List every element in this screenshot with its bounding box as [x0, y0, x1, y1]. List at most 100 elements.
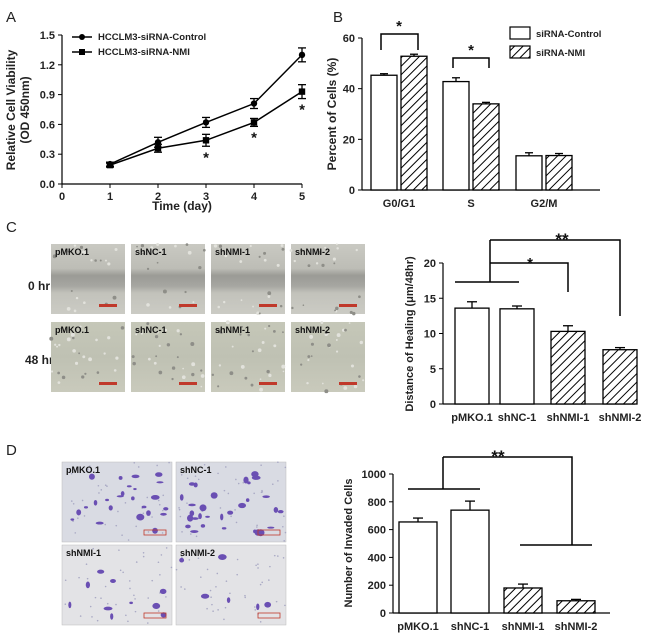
scale-bar — [257, 612, 281, 619]
chart-b-bar: 0 20 40 60 G0/G1 S G2/M Percent of Cells (%) s… — [325, 18, 601, 210]
cell-speck — [156, 331, 159, 334]
bar-open — [515, 155, 543, 191]
invaded-cell — [247, 481, 251, 485]
chart-b-bars — [370, 53, 573, 191]
chart-c-significance: ** * — [455, 230, 621, 316]
cell-speck — [362, 379, 365, 382]
invasion-image: shNC-1 — [175, 461, 287, 543]
cell-speck — [218, 244, 223, 248]
membrane-pore — [216, 572, 219, 575]
cell-speck — [52, 254, 57, 259]
chart-b-significance: * * — [380, 18, 490, 68]
invaded-cell — [221, 527, 227, 530]
membrane-pore — [284, 466, 287, 469]
cell-speck — [348, 322, 351, 324]
chart-a-axes — [61, 35, 302, 185]
chart-d-bar: 0 200 400 600 800 1000 pMKO.1 shNC-1 shNMI-1 shNM… — [343, 447, 610, 633]
panel-letter-d: D — [6, 442, 17, 459]
membrane-pore — [261, 489, 263, 492]
invaded-cell — [262, 495, 270, 498]
y-tick-label: 15 — [424, 293, 436, 305]
wound-image: shNMI-2 — [289, 243, 365, 316]
cell-speck — [148, 328, 152, 332]
cell-speck — [344, 328, 347, 332]
membrane-pore — [157, 610, 160, 612]
membrane-pore — [178, 508, 181, 511]
bar-hatched — [550, 330, 586, 405]
chart-d-significance: ** — [408, 447, 592, 546]
membrane-pore — [100, 597, 102, 599]
chart-d-ticks: 0 200 400 600 800 1000 pMKO.1 shNC-1 shNMI-1 shNM… — [362, 469, 598, 633]
invaded-cell — [116, 495, 124, 498]
chart-b-legend-control: siRNA-Control — [536, 29, 601, 40]
membrane-pore — [284, 531, 287, 534]
membrane-pore — [100, 489, 103, 491]
y-tick-label: 0 — [349, 185, 355, 197]
cell-speck — [252, 305, 254, 308]
membrane-pore — [151, 516, 153, 518]
scale-bar — [143, 612, 167, 619]
invaded-cell — [273, 506, 279, 513]
membrane-pore — [282, 525, 284, 528]
y-tick-label: 0.9 — [40, 90, 55, 102]
cell-speck — [171, 366, 176, 370]
cell-speck — [190, 342, 195, 347]
invasion-image-label: shNC-1 — [180, 465, 212, 475]
chart-c-bar: 0 5 10 15 20 pMKO.1 shNC-1 shNMI-1 shNMI-2 Dista… — [404, 230, 641, 424]
cell-speck — [56, 345, 59, 348]
membrane-pore — [119, 569, 122, 572]
membrane-pore — [254, 609, 257, 611]
invaded-cell — [264, 601, 272, 608]
y-tick-label: 20 — [424, 258, 436, 270]
cell-speck — [176, 329, 180, 333]
cell-speck — [192, 301, 195, 304]
invasion-image: shNMI-1 — [61, 544, 173, 626]
cell-speck — [324, 389, 329, 394]
membrane-pore — [124, 502, 127, 504]
membrane-pore — [236, 558, 239, 561]
invaded-cell — [85, 581, 91, 589]
cell-speck — [306, 381, 309, 385]
bar-open — [398, 521, 438, 614]
wound-healing-images: 0 hr 48 hr pMKO.1 shNC-1 shNMI-1 shNMI-2 pMK… — [25, 242, 365, 394]
chart-c-star-single: * — [527, 255, 533, 272]
membrane-pore — [235, 521, 238, 524]
invaded-cell — [226, 597, 231, 604]
x-tick-label: 4 — [251, 191, 258, 203]
cell-speck — [279, 304, 283, 308]
x-tick-label: shNMI-2 — [599, 412, 642, 424]
data-point-square — [202, 137, 210, 144]
membrane-pore — [275, 600, 278, 603]
wound-image-background — [51, 244, 125, 314]
chart-a-series — [106, 47, 306, 169]
panel-letter-c: C — [6, 219, 17, 236]
membrane-pore — [125, 614, 127, 617]
cell-speck — [191, 362, 196, 367]
cell-speck — [310, 342, 314, 346]
invaded-cell — [108, 505, 113, 511]
invaded-cell — [198, 513, 202, 520]
data-point-circle — [202, 119, 210, 126]
membrane-pore — [212, 610, 214, 612]
cell-speck — [113, 369, 117, 372]
cell-speck — [159, 249, 162, 251]
invaded-cell — [160, 612, 167, 618]
membrane-pore — [83, 515, 86, 517]
membrane-pore — [282, 557, 285, 559]
chart-a-legend-nmi: HCCLM3-siRNA-NMI — [98, 47, 190, 58]
invaded-cell — [131, 474, 140, 479]
cell-speck — [166, 343, 171, 347]
membrane-pore — [72, 468, 74, 470]
cell-speck — [184, 290, 187, 294]
invaded-cell — [199, 504, 207, 512]
wound-image: shNC-1 — [131, 242, 206, 314]
cell-speck — [70, 332, 75, 337]
membrane-pore — [79, 615, 82, 617]
cell-speck — [84, 372, 87, 375]
bar-hatched — [400, 55, 428, 191]
cell-speck — [358, 375, 361, 378]
membrane-pore — [179, 515, 182, 518]
membrane-pore — [133, 461, 136, 464]
invaded-cell — [150, 495, 160, 500]
cell-speck — [249, 244, 252, 248]
